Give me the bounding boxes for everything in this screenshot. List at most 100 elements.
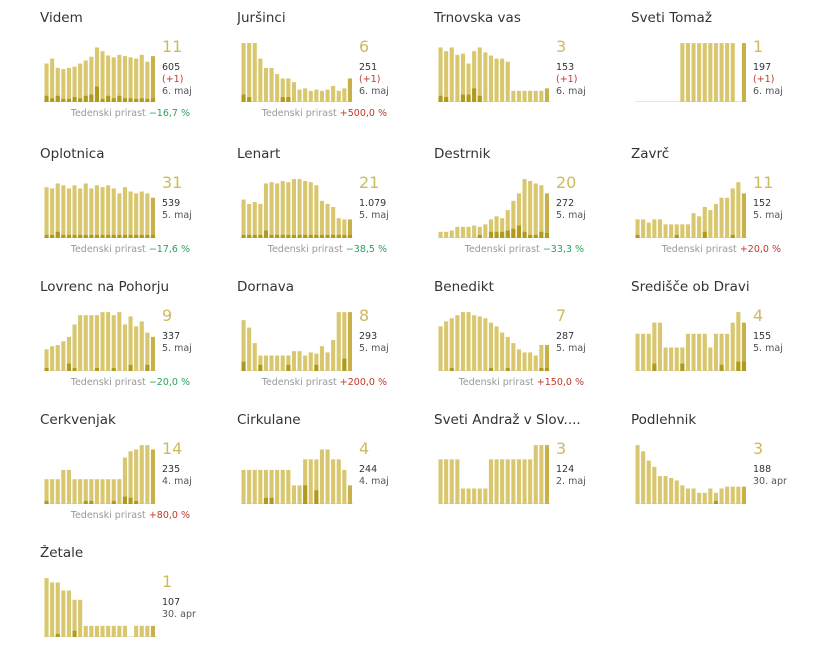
bar-mark <box>117 193 122 238</box>
bar-mark <box>544 445 549 504</box>
daily-delta: (+1) <box>556 74 578 85</box>
bar-new-mark <box>66 363 71 371</box>
bar-mark <box>713 333 718 371</box>
sparkline-chart <box>44 176 156 238</box>
last-date: 5. maj <box>753 343 783 354</box>
bar-mark <box>697 492 702 504</box>
bar-mark <box>78 479 83 504</box>
bar-mark <box>736 312 741 371</box>
bar-mark <box>325 449 330 504</box>
municipality-card[interactable]: Oplotnica 31 539 5. maj Tedenski prirast −17… <box>40 146 220 271</box>
bar-mark <box>94 625 99 637</box>
sparkline-chart <box>44 40 156 102</box>
municipality-card[interactable]: Središče ob Dravi 4 155 5. maj <box>631 279 811 404</box>
bar-new-mark <box>286 234 291 238</box>
bar-new-mark <box>66 98 71 102</box>
bar-new-mark <box>500 231 505 238</box>
bar-mark <box>134 326 139 371</box>
municipality-card[interactable]: Podlehnik 3 188 30. apr <box>631 412 811 537</box>
bar-mark <box>308 459 313 504</box>
new-cases: 8 <box>359 306 370 325</box>
municipality-card[interactable]: Sveti Andraž v Slov.... 3 124 2. maj <box>434 412 614 537</box>
bar-mark <box>83 60 88 102</box>
bar-mark <box>500 58 505 102</box>
bar-mark <box>685 333 690 371</box>
new-cases: 14 <box>162 439 183 458</box>
bar-new-mark <box>314 490 319 504</box>
bar-new-mark <box>89 94 94 102</box>
bar-mark <box>297 179 302 238</box>
municipality-card[interactable]: Cirkulane 4 244 4. maj <box>237 412 417 537</box>
bar-new-mark <box>325 234 330 238</box>
weekly-growth: Tedenski prirast −38,5 % <box>268 244 387 255</box>
new-cases: 31 <box>162 173 183 192</box>
bar-mark <box>145 332 150 371</box>
bar-mark <box>331 85 336 102</box>
bar-mark <box>708 43 713 102</box>
weekly-label: Tedenski prirast <box>70 510 146 521</box>
bar-mark <box>100 479 105 504</box>
last-date: 6. maj <box>556 86 586 97</box>
bar-mark <box>466 488 471 504</box>
bar-mark <box>460 312 465 371</box>
bar-mark <box>652 466 657 504</box>
bar-new-mark <box>314 234 319 238</box>
weekly-growth: Tedenski prirast −17,6 % <box>71 244 190 255</box>
bar-mark <box>44 578 49 637</box>
bar-new-mark <box>94 86 99 102</box>
last-date: 5. maj <box>359 343 389 354</box>
stats-block: 7 287 5. maj <box>556 307 616 355</box>
bar-new-mark <box>128 234 133 238</box>
bar-mark <box>342 219 347 238</box>
bar-mark <box>669 477 674 504</box>
municipality-card[interactable]: Videm 11 605 (+1) 6. maj Tedenski prirast −16… <box>40 10 220 135</box>
weekly-label: Tedenski prirast <box>70 244 146 255</box>
municipality-card[interactable]: Dornava 8 293 5. maj Tedenski prirast +200,0… <box>237 279 417 404</box>
bar-new-mark <box>122 98 127 102</box>
bar-mark <box>55 344 60 371</box>
bar-mark <box>685 488 690 504</box>
weekly-value: −33,3 % <box>542 244 584 255</box>
bar-mark <box>139 445 144 504</box>
bar-mark <box>139 191 144 238</box>
municipality-card[interactable]: Sveti Tomaž 1 197 (+1) 6. maj <box>631 10 811 135</box>
municipality-card[interactable]: Žetale 1 107 30. apr <box>40 545 220 670</box>
stats-block: 4 155 5. maj <box>753 307 813 355</box>
bar-new-mark <box>72 234 77 238</box>
municipality-card[interactable]: Destrnik 20 272 5. maj Tedenski prirast −33,… <box>434 146 614 271</box>
stats-block: 3 188 30. apr <box>753 440 813 488</box>
bar-mark <box>55 582 60 637</box>
municipality-card[interactable]: Cerkvenjak 14 235 4. maj Tedenski prirast +8… <box>40 412 220 537</box>
municipality-card[interactable]: Trnovska vas 3 153 (+1) 6. maj <box>434 10 614 135</box>
stats-block: 14 235 4. maj <box>162 440 222 488</box>
municipality-card[interactable]: Lenart 21 1.079 5. maj Tedenski prirast −38,… <box>237 146 417 271</box>
sparkline-chart <box>241 40 353 102</box>
bar-new-mark <box>505 230 510 238</box>
municipality-card[interactable]: Juršinci 6 251 (+1) 6. maj Tedenski prirast +… <box>237 10 417 135</box>
bar-mark <box>61 69 66 102</box>
sparkline-chart <box>635 442 747 504</box>
bar-mark <box>44 349 49 371</box>
bar-new-mark <box>145 364 150 371</box>
bar-mark <box>145 625 150 637</box>
bar-new-mark <box>449 367 454 371</box>
bar-mark <box>741 322 746 371</box>
bar-new-mark <box>314 364 319 371</box>
bar-mark <box>483 224 488 238</box>
bar-mark <box>477 488 482 504</box>
bar-new-mark <box>134 98 139 102</box>
bar-new-mark <box>145 98 150 102</box>
municipality-card[interactable]: Lovrenc na Pohorju 9 337 5. maj Tedenski pri… <box>40 279 220 404</box>
bar-mark <box>657 219 662 238</box>
bar-mark <box>83 183 88 238</box>
weekly-value: −16,7 % <box>148 108 190 119</box>
municipality-card[interactable]: Zavrč 11 152 5. maj Tedenski prirast +20,0 % <box>631 146 811 271</box>
bar-mark <box>247 327 252 371</box>
bar-mark <box>438 326 443 371</box>
bar-mark <box>708 210 713 238</box>
weekly-value: +80,0 % <box>148 510 190 521</box>
bar-mark <box>50 58 55 102</box>
bar-mark <box>500 459 505 504</box>
total-cases: 272 <box>556 198 575 209</box>
municipality-card[interactable]: Benedikt 7 287 5. maj Tedenski prirast +150,… <box>434 279 614 404</box>
